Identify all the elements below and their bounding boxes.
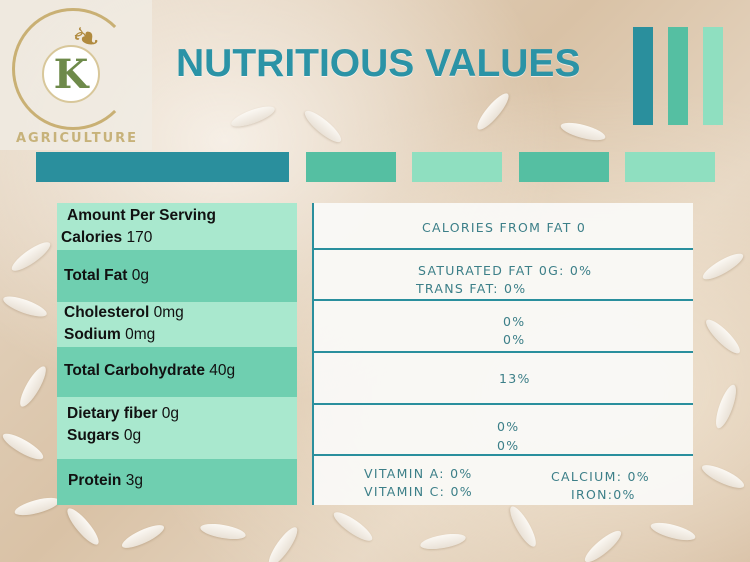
- nutrient-label: Total Fat: [64, 267, 128, 284]
- nutrient-row-fiber-sugars: Dietary fiber 0g Sugars 0g: [57, 397, 297, 459]
- detail-text: 13%: [499, 371, 531, 386]
- detail-text: 0%: [503, 332, 526, 347]
- decor-horizontal-bar: [306, 152, 396, 182]
- nutrient-label: Total Carbohydrate: [64, 362, 205, 379]
- nutrient-row-calories: Amount Per Serving Calories 170: [57, 203, 297, 250]
- nutrient-row-cholesterol-sodium: Cholesterol 0mg Sodium 0mg: [57, 302, 297, 347]
- nutrient-label: Sodium: [64, 326, 121, 343]
- nutrient-row-total-fat: Total Fat 0g: [57, 250, 297, 302]
- decor-horizontal-bar: [519, 152, 609, 182]
- row-divider: [314, 248, 693, 250]
- logo-text: AGRICULTURE: [15, 131, 139, 146]
- detail-text: SATURATED FAT 0G: 0%: [418, 263, 593, 278]
- detail-text: TRANS FAT: 0%: [416, 281, 527, 296]
- detail-text: 0%: [497, 419, 520, 434]
- nutrient-label: Amount Per Serving: [67, 207, 216, 224]
- nutrient-value: 0mg: [120, 326, 156, 343]
- decor-vertical-bar: [703, 27, 723, 125]
- nutrient-row-protein: Protein 3g: [57, 459, 297, 505]
- nutrient-value: 170: [122, 229, 153, 246]
- nutrient-row-carbohydrate: Total Carbohydrate 40g: [57, 347, 297, 397]
- row-divider: [314, 454, 693, 456]
- nutrient-label: Calories: [61, 229, 123, 246]
- detail-text: CALORIES FROM FAT 0: [422, 220, 587, 235]
- nutrient-label: Protein: [68, 472, 122, 489]
- nutrient-value: 3g: [121, 472, 143, 489]
- nutrient-value: 0g: [127, 267, 149, 284]
- logo-ring-icon: [12, 8, 134, 130]
- row-divider: [314, 403, 693, 405]
- row-divider: [314, 351, 693, 353]
- nutrient-details-panel: CALORIES FROM FAT 0 SATURATED FAT 0G: 0%…: [312, 203, 693, 505]
- decor-horizontal-bar: [412, 152, 502, 182]
- decor-horizontal-bar: [36, 152, 289, 182]
- nutrient-value: 0g: [157, 405, 180, 422]
- row-divider: [314, 299, 693, 301]
- detail-text: VITAMIN C: 0%: [364, 484, 473, 499]
- nutrient-label: Sugars: [67, 427, 120, 444]
- nutrient-label: Cholesterol: [64, 304, 150, 321]
- nutrient-value: 0mg: [149, 304, 184, 321]
- detail-text: 0%: [497, 438, 520, 453]
- detail-text: VITAMIN A: 0%: [364, 466, 473, 481]
- company-logo: ❧ K AGRICULTURE: [0, 0, 152, 150]
- logo-letter: K: [42, 45, 100, 103]
- page-title: NUTRITIOUS VALUES: [176, 42, 581, 85]
- nutrient-label: Dietary fiber: [67, 405, 158, 422]
- decor-horizontal-bar: [625, 152, 715, 182]
- nutrient-value: 40g: [204, 362, 236, 379]
- detail-text: IRON:0%: [571, 487, 636, 502]
- detail-text: 0%: [503, 314, 526, 329]
- decor-vertical-bar: [668, 27, 688, 125]
- nutrient-value: 0g: [119, 427, 142, 444]
- decor-vertical-bar: [633, 27, 653, 125]
- detail-text: CALCIUM: 0%: [551, 469, 650, 484]
